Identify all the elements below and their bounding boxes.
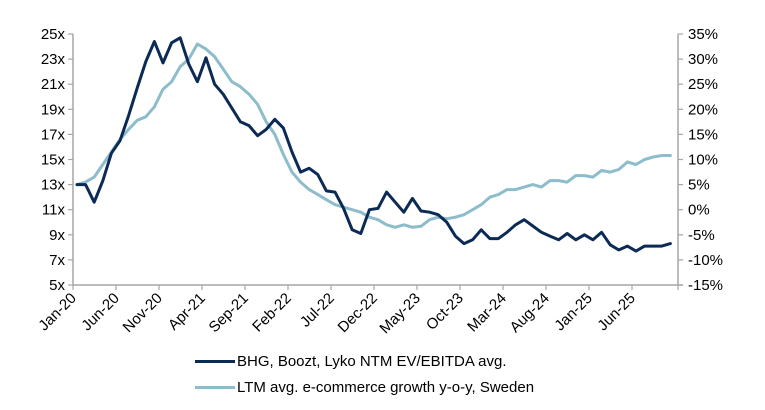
legend-item-ev-ebitda: BHG, Boozt, Lyko NTM EV/EBITDA avg. <box>195 348 534 374</box>
x-axis-tick-label: Jul-22 <box>297 290 338 331</box>
left-axis-tick-label: 5x <box>49 277 65 294</box>
left-axis-tick-label: 13x <box>41 177 66 194</box>
right-axis-tick-label: 10% <box>688 152 718 169</box>
right-axis-tick-label: 20% <box>688 101 718 118</box>
series-layer <box>75 36 672 253</box>
legend-label-ev-ebitda: BHG, Boozt, Lyko NTM EV/EBITDA avg. <box>237 352 507 370</box>
legend: BHG, Boozt, Lyko NTM EV/EBITDA avg. LTM … <box>195 348 534 400</box>
left-axis-tick-label: 21x <box>41 76 66 93</box>
x-axis-tick-label: Oct-23 <box>423 290 467 334</box>
legend-swatch-ev-ebitda <box>195 359 235 363</box>
right-axis-tick-label: -15% <box>688 277 723 294</box>
right-axis-tick-label: 15% <box>688 126 718 143</box>
right-axis-tick-label: 30% <box>688 51 718 68</box>
right-y-axis: -15% -10% -5% 0% 5% 10% 15% 20% 25% 30% 35% <box>677 26 723 294</box>
right-axis-tick-label: 5% <box>688 177 710 194</box>
right-axis-tick-label: -5% <box>688 227 715 244</box>
legend-label-ecommerce-growth: LTM avg. e-commerce growth y-o-y, Sweden <box>237 378 535 396</box>
left-axis-tick-label: 25x <box>41 26 66 43</box>
left-axis-tick-label: 15x <box>41 152 66 169</box>
x-axis-tick-label: Jun-25 <box>594 290 638 334</box>
right-axis-tick-label: 35% <box>688 26 718 43</box>
x-axis-tick-label: Jan-25 <box>551 290 595 334</box>
x-axis-tick-label: Jun-20 <box>78 290 122 334</box>
series-line-ev-ebitda <box>75 36 672 253</box>
x-axis-tick-label: Nov-20 <box>120 290 166 336</box>
x-axis-tick-label: Sep-21 <box>206 290 252 336</box>
left-y-axis: 5x 7x 9x 11x 13x 15x 17x 19x 21x 23x 25x <box>41 26 74 294</box>
x-axis-tick-label: Mar-24 <box>464 290 510 336</box>
series-line-ecommerce-growth <box>75 42 672 229</box>
left-axis-tick-label: 17x <box>41 126 66 143</box>
left-axis-tick-label: 19x <box>41 101 66 118</box>
x-axis-tick-label: Apr-21 <box>165 290 209 334</box>
left-axis-tick-label: 7x <box>49 252 65 269</box>
right-axis-tick-label: 0% <box>688 202 710 219</box>
x-axis-tick-label: Jan-20 <box>35 290 79 334</box>
left-axis-tick-label: 23x <box>41 51 66 68</box>
legend-swatch-ecommerce-growth <box>195 385 235 389</box>
right-axis-tick-label: 25% <box>688 76 718 93</box>
legend-item-ecommerce-growth: LTM avg. e-commerce growth y-o-y, Sweden <box>195 374 534 400</box>
left-axis-tick-label: 11x <box>42 202 66 219</box>
x-axis-tick-label: May-23 <box>376 290 423 337</box>
x-axis-tick-label: Aug-24 <box>507 290 553 336</box>
x-axis-tick-label: Dec-22 <box>335 290 381 336</box>
x-axis-tick-label: Feb-22 <box>249 290 295 336</box>
left-axis-tick-label: 9x <box>49 227 65 244</box>
right-axis-tick-label: -10% <box>688 252 723 269</box>
